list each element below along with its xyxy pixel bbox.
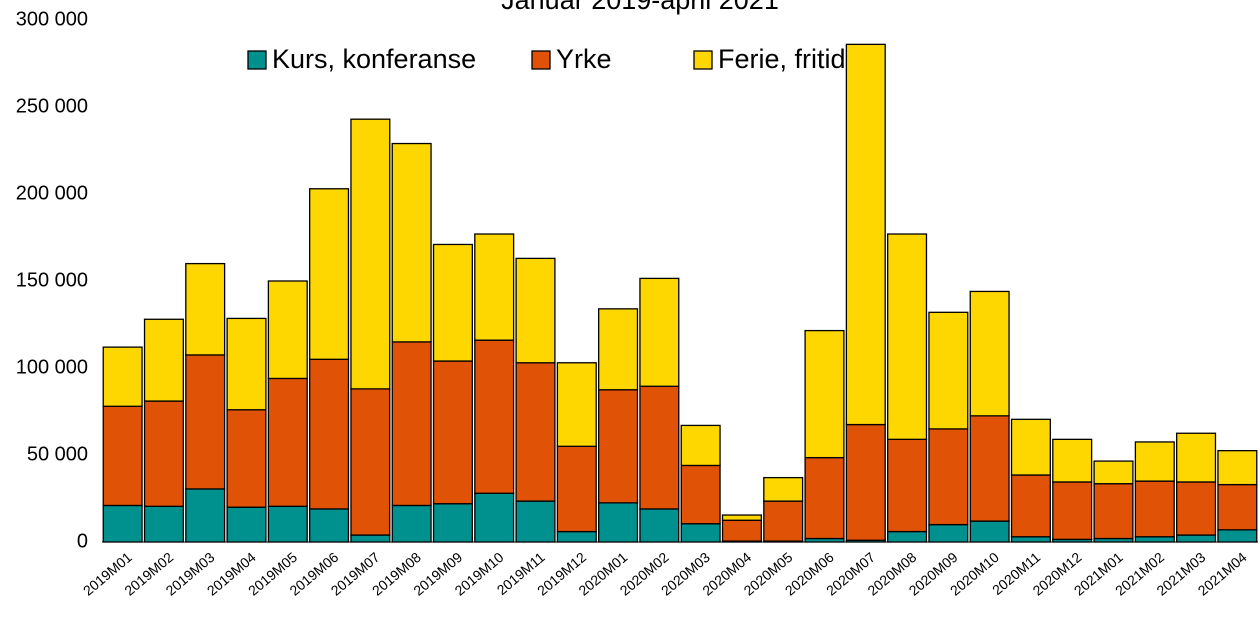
y-tick-label: 150 000 bbox=[16, 269, 88, 291]
bar-segment bbox=[185, 262, 226, 356]
bar-segment bbox=[721, 519, 762, 542]
bar-segment bbox=[845, 43, 886, 426]
bar-segment bbox=[226, 317, 267, 411]
bar-segment bbox=[928, 311, 969, 430]
legend-swatch bbox=[531, 50, 551, 70]
bar-segment bbox=[887, 438, 928, 533]
bar-segment bbox=[267, 377, 308, 507]
bar-segment bbox=[1010, 536, 1051, 543]
bar-segment bbox=[1134, 441, 1175, 482]
bar-segment bbox=[721, 514, 762, 521]
bar-segment bbox=[474, 233, 515, 341]
bar-segment bbox=[845, 423, 886, 541]
bar-segment bbox=[391, 142, 432, 343]
bar-segment bbox=[515, 362, 556, 502]
y-tick-label: 250 000 bbox=[16, 95, 88, 117]
bar-segment bbox=[1134, 480, 1175, 538]
bar-segment bbox=[887, 530, 928, 543]
bar-segment bbox=[1010, 474, 1051, 538]
bar-segment bbox=[1176, 534, 1217, 543]
bar-segment bbox=[969, 520, 1010, 543]
bar-segment bbox=[598, 308, 639, 391]
y-tick-label: 100 000 bbox=[16, 356, 88, 378]
bar-segment bbox=[1217, 529, 1258, 543]
bar-segment bbox=[267, 280, 308, 380]
y-tick-label: 300 000 bbox=[16, 8, 88, 30]
bar-segment bbox=[102, 504, 143, 543]
bar-segment bbox=[598, 389, 639, 504]
bar-segment bbox=[102, 346, 143, 407]
bar-segment bbox=[432, 360, 473, 505]
bar-segment bbox=[391, 504, 432, 543]
bar-segment bbox=[1052, 438, 1093, 483]
bar-segment bbox=[143, 400, 184, 507]
bar-segment bbox=[680, 464, 721, 525]
bar-segment bbox=[391, 341, 432, 507]
bar-segment bbox=[639, 277, 680, 387]
bar-segment bbox=[969, 415, 1010, 522]
y-tick-label: 50 000 bbox=[27, 443, 88, 465]
bar-segment bbox=[474, 492, 515, 543]
bar-segment bbox=[1093, 460, 1134, 485]
bar-segment bbox=[267, 505, 308, 543]
bar-segment bbox=[928, 523, 969, 543]
bar-segment bbox=[143, 318, 184, 402]
legend-label: Ferie, fritid bbox=[718, 44, 846, 74]
bar-segment bbox=[185, 488, 226, 543]
bar-segment bbox=[350, 534, 391, 543]
bar-segment bbox=[515, 257, 556, 364]
bar-segment bbox=[556, 362, 597, 447]
bar-segment bbox=[309, 358, 350, 510]
bar-segment bbox=[804, 329, 845, 459]
y-tick-label: 0 bbox=[77, 530, 88, 552]
bar-segment bbox=[309, 508, 350, 543]
bar-segment bbox=[556, 530, 597, 543]
bar-segment bbox=[804, 456, 845, 540]
bar-segment bbox=[474, 339, 515, 494]
bar-segment bbox=[1217, 449, 1258, 486]
bar-segment bbox=[350, 118, 391, 390]
bar-segment bbox=[143, 505, 184, 543]
bar-segment bbox=[887, 233, 928, 440]
bar-segment bbox=[1010, 418, 1051, 476]
bar-segment bbox=[1093, 483, 1134, 540]
bar-segment bbox=[763, 476, 804, 502]
bar-segment bbox=[680, 523, 721, 543]
bar-segment bbox=[639, 385, 680, 510]
bar-segment bbox=[1176, 481, 1217, 536]
bar-segment bbox=[350, 388, 391, 536]
bar-segment bbox=[309, 188, 350, 360]
bar-segment bbox=[432, 503, 473, 543]
bar-segment bbox=[598, 502, 639, 543]
bar-segment bbox=[226, 506, 267, 543]
y-tick-label: 200 000 bbox=[16, 182, 88, 204]
bar-segment bbox=[556, 445, 597, 533]
bar-segment bbox=[185, 354, 226, 490]
bar-segment bbox=[1052, 481, 1093, 541]
bar-segment bbox=[763, 500, 804, 542]
bar-segment bbox=[102, 405, 143, 507]
bar-segment bbox=[928, 428, 969, 526]
bar-segment bbox=[1134, 536, 1175, 543]
chart-title: Januar 2019-april 2021 bbox=[501, 0, 779, 15]
bar-segment bbox=[226, 409, 267, 508]
bar-segment bbox=[432, 243, 473, 362]
bar-segment bbox=[639, 508, 680, 543]
bar-segment bbox=[969, 290, 1010, 417]
legend-label: Kurs, konferanse bbox=[272, 44, 476, 74]
legend-swatch bbox=[247, 50, 267, 70]
bar-segment bbox=[515, 500, 556, 543]
bar-segment bbox=[680, 424, 721, 467]
legend-swatch bbox=[693, 50, 713, 70]
legend-label: Yrke bbox=[556, 44, 612, 74]
bar-segment bbox=[1217, 483, 1258, 531]
bar-segment bbox=[1176, 432, 1217, 483]
